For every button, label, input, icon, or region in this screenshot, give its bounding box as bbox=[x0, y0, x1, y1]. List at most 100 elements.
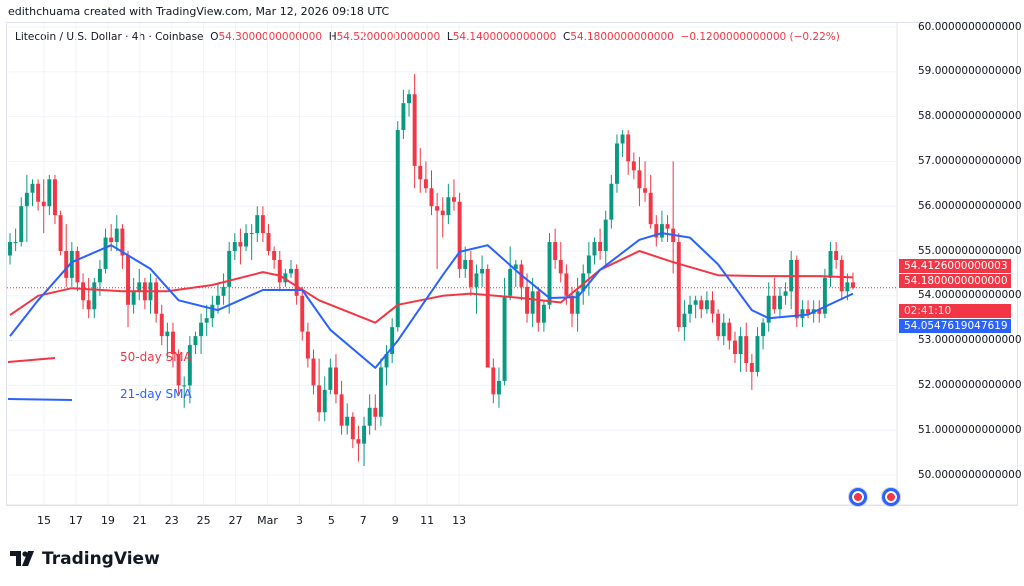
candle-body bbox=[845, 282, 850, 292]
x-tick-label: 5 bbox=[327, 514, 335, 527]
candle-body bbox=[204, 318, 209, 323]
candle-body bbox=[126, 255, 130, 305]
candle-body bbox=[665, 224, 670, 229]
us-flag-icon[interactable] bbox=[881, 487, 901, 507]
candle-body bbox=[373, 407, 378, 417]
candle-body bbox=[305, 331, 310, 359]
candle-body bbox=[272, 251, 277, 260]
us-flag-icon[interactable] bbox=[848, 487, 868, 507]
candle-body bbox=[69, 251, 74, 278]
candle-body bbox=[648, 192, 653, 225]
x-tick-label: 9 bbox=[391, 514, 399, 527]
candle-body bbox=[131, 291, 136, 305]
x-tick-label: 13 bbox=[452, 514, 467, 527]
y-tick-label: 58.0000000000000 bbox=[918, 110, 1022, 123]
candle-body bbox=[654, 224, 659, 238]
candle-body bbox=[558, 259, 563, 274]
candle-body bbox=[401, 103, 406, 131]
credit-text: edithchuama created with TradingView.com… bbox=[8, 5, 390, 18]
candle-body bbox=[496, 380, 501, 395]
candle-body bbox=[300, 295, 305, 332]
candle-body bbox=[81, 282, 86, 301]
close-label: C bbox=[562, 31, 571, 43]
candle-body bbox=[688, 304, 692, 314]
sma21-price-label: 54.0547619047619 bbox=[899, 319, 1011, 333]
y-tick-label: 51.0000000000000 bbox=[918, 423, 1022, 436]
candle-body bbox=[41, 201, 46, 207]
candle-body bbox=[311, 358, 316, 386]
candle-body bbox=[676, 242, 681, 328]
sma50-price-label: 54.4126000000003 bbox=[899, 259, 1011, 273]
tradingview-logo: TradingView bbox=[10, 549, 160, 569]
candle-body bbox=[137, 282, 142, 292]
candle-body bbox=[429, 188, 434, 207]
candle-body bbox=[24, 192, 29, 207]
candle-body bbox=[744, 336, 749, 363]
x-tick-label: 7 bbox=[359, 514, 367, 527]
candle-body bbox=[637, 170, 642, 189]
candle-body bbox=[749, 363, 754, 372]
y-tick-label: 60.0000000000000 bbox=[918, 20, 1022, 33]
candle-body bbox=[766, 295, 771, 323]
candle-body bbox=[350, 416, 355, 440]
candle-body bbox=[333, 367, 338, 395]
candle-body bbox=[721, 322, 726, 337]
candle-body bbox=[598, 242, 603, 251]
candle-body bbox=[378, 367, 383, 417]
candle-body bbox=[575, 291, 580, 314]
y-tick-label: 53.0000000000000 bbox=[918, 334, 1022, 347]
candle-body bbox=[491, 367, 496, 395]
candle-body bbox=[530, 291, 535, 314]
candle-body bbox=[187, 345, 192, 386]
candle-body bbox=[345, 416, 350, 426]
candle-body bbox=[592, 242, 597, 256]
candle-body bbox=[834, 251, 839, 260]
candle-body bbox=[75, 251, 80, 283]
candle-body bbox=[659, 224, 664, 238]
candle-body bbox=[733, 340, 737, 355]
candle-body bbox=[541, 304, 546, 323]
candle-body bbox=[806, 309, 811, 314]
y-tick-label: 50.0000000000000 bbox=[918, 468, 1022, 481]
candle-body bbox=[384, 354, 389, 368]
candle-body bbox=[570, 295, 574, 314]
candle-body bbox=[171, 331, 175, 355]
candle-body bbox=[58, 215, 63, 251]
candle-body bbox=[255, 215, 260, 234]
close-value: 54.1800000000000 bbox=[570, 31, 674, 43]
sma21-legend-label: 21-day SMA bbox=[120, 387, 192, 401]
candle-body bbox=[609, 183, 614, 220]
candle-body bbox=[407, 94, 411, 104]
candle-body bbox=[463, 259, 468, 269]
candle-body bbox=[289, 268, 293, 274]
y-tick-label: 57.0000000000000 bbox=[918, 154, 1022, 167]
candle-body bbox=[64, 251, 69, 278]
candle-body bbox=[390, 327, 395, 355]
candle-body bbox=[86, 300, 91, 310]
candle-body bbox=[536, 291, 541, 323]
candle-body bbox=[13, 242, 18, 244]
candle-body bbox=[626, 134, 631, 162]
candle-body bbox=[227, 251, 232, 287]
x-tick-label: 21 bbox=[132, 514, 147, 527]
low-value: 54.1400000000000 bbox=[452, 31, 557, 43]
candle-body bbox=[704, 300, 709, 310]
candle-body bbox=[727, 322, 732, 341]
candle-body bbox=[114, 228, 119, 243]
candle-body bbox=[777, 295, 782, 310]
candle-body bbox=[851, 282, 855, 288]
x-tick-label: 11 bbox=[420, 514, 435, 527]
candle-body bbox=[452, 197, 456, 202]
candle-body bbox=[176, 354, 181, 386]
brand-name: TradingView bbox=[42, 549, 160, 569]
candle-body bbox=[339, 394, 344, 426]
candle-body bbox=[716, 313, 721, 337]
candle-body bbox=[586, 255, 591, 274]
symbol-name[interactable]: Litecoin / U.S. Dollar · 4h · Coinbase bbox=[15, 31, 204, 43]
candle-body bbox=[682, 313, 687, 328]
tradingview-logo-icon bbox=[10, 551, 34, 566]
candle-body bbox=[19, 206, 24, 243]
y-tick-label: 54.0000000000000 bbox=[918, 289, 1022, 302]
open-label: O bbox=[210, 31, 219, 43]
